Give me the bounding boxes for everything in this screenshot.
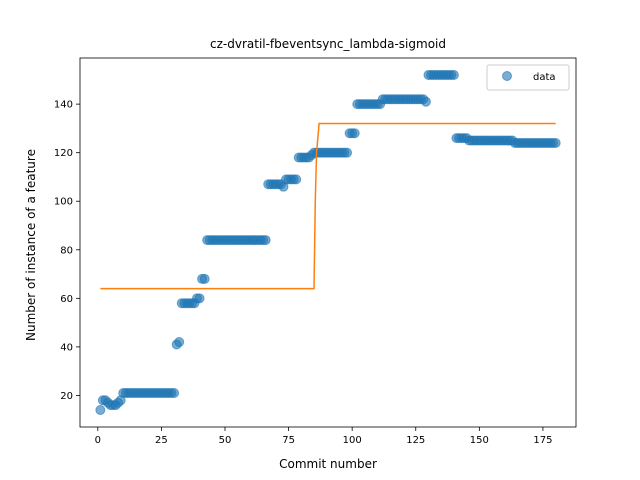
x-axis-label: Commit number <box>279 457 377 471</box>
data-point <box>95 405 106 416</box>
data-point <box>199 273 210 284</box>
data-point <box>342 147 353 158</box>
y-axis-label: Number of instance of a feature <box>24 149 38 341</box>
y-tick-label: 100 <box>54 197 73 208</box>
x-tick-label: 50 <box>219 435 232 446</box>
x-tick-label: 125 <box>406 435 425 446</box>
legend-marker-data <box>502 71 512 81</box>
data-point <box>291 174 302 185</box>
x-tick-label: 75 <box>282 435 295 446</box>
data-point <box>174 337 185 348</box>
x-tick-label: 25 <box>155 435 168 446</box>
legend-label-data: data <box>533 72 556 83</box>
data-point <box>448 69 459 80</box>
legend: data <box>486 64 570 91</box>
data-point <box>420 96 431 107</box>
y-tick-label: 40 <box>60 342 73 353</box>
data-point <box>194 293 205 304</box>
x-tick-label: 150 <box>470 435 489 446</box>
x-tick-label: 100 <box>343 435 362 446</box>
chart-title: cz-dvratil-fbeventsync_lambda-sigmoid <box>210 37 446 51</box>
data-point <box>169 388 180 399</box>
y-tick-label: 20 <box>60 391 73 402</box>
x-tick-label: 0 <box>95 435 101 446</box>
axes-frame <box>79 57 577 428</box>
fit-line <box>100 122 556 290</box>
x-tick-label: 175 <box>533 435 552 446</box>
x-axis: 0 25 50 75 100 125 150 175 <box>95 427 552 446</box>
data-point <box>260 235 271 246</box>
data-point <box>349 128 360 139</box>
y-axis: 20 40 60 80 100 120 140 <box>54 100 80 402</box>
y-tick-label: 120 <box>54 148 73 159</box>
legend-box <box>486 64 570 91</box>
data-point <box>550 137 561 148</box>
plot-area <box>79 57 577 428</box>
y-tick-label: 60 <box>60 294 73 305</box>
y-tick-label: 140 <box>54 100 73 111</box>
y-tick-label: 80 <box>60 245 73 256</box>
